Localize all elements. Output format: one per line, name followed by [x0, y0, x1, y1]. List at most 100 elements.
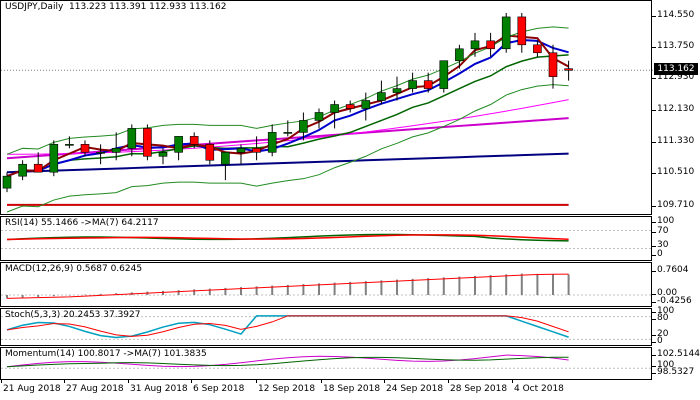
candle-body [470, 40, 480, 50]
macd-signal-line [6, 273, 569, 299]
candle-body [330, 104, 339, 113]
candle-body [65, 144, 74, 146]
date-label: 24 Sep 2018 [383, 379, 444, 394]
price-chart-canvas [1, 12, 653, 213]
price-tick: 112.130 [651, 104, 695, 114]
momentum-canvas [1, 354, 653, 369]
price-tick: 114.550 [651, 10, 695, 20]
candle-body [49, 144, 59, 173]
momentum-pane[interactable]: Momentum(14) 100.8017 ->MA(7) 101.3835 [0, 347, 653, 380]
candle-body [143, 128, 152, 157]
candle-body [455, 48, 464, 62]
rsi-pane[interactable]: RSI(14) 55.1466 ->MA(7) 64.2117 [0, 216, 653, 261]
ma-green-line [6, 54, 569, 177]
candle-body [377, 92, 386, 101]
stoch-tick: 20 [651, 329, 669, 339]
momentum-tick: 100 [651, 360, 675, 370]
price-tick: 109.710 [651, 200, 695, 210]
momentum-title: Momentum(14) 100.8017 ->MA(7) 101.3835 [5, 349, 207, 359]
rsi-tick: 100 [651, 216, 675, 226]
price-tick: 113.750 [651, 41, 695, 51]
stoch-tick: 100 [651, 306, 675, 316]
candle-body [299, 120, 308, 133]
candle-body [517, 16, 527, 46]
date-label: 21 Aug 2018 [1, 379, 61, 394]
candle-body [548, 52, 558, 77]
macd-canvas [1, 273, 653, 299]
price-chart-title: USDJPY,Daily 113.223 113.391 112.933 113… [5, 2, 227, 12]
candle-body [345, 104, 355, 109]
price-axis: 114.550 113.750 112.930 112.130 111.330 … [651, 0, 700, 215]
candle-body [189, 136, 199, 145]
candle-body [267, 132, 277, 153]
candle-body [96, 151, 105, 154]
candle-body [80, 144, 90, 153]
price-chart-pane[interactable]: USDJPY,Daily 113.223 113.391 112.933 113… [0, 0, 653, 215]
rsi-tick: 30 [651, 240, 669, 250]
timeframe-label: Daily [40, 2, 64, 12]
stoch-tick: 80 [651, 313, 669, 323]
date-label: 4 Oct 2018 [512, 379, 564, 394]
macd-axis: 0.7604 0.00 -0.4256 [651, 262, 700, 307]
macd-tick: 0.00 [651, 288, 678, 298]
stoch-d-line [6, 315, 569, 337]
candle-body [533, 44, 542, 54]
current-price-label: 113.162 [654, 63, 698, 75]
candle-body [486, 40, 495, 50]
stoch-pane[interactable]: Stoch(5,3,3) 20.2453 37.3927 [0, 308, 653, 346]
stoch-canvas [1, 315, 653, 340]
ma-slow-navy-line [6, 152, 569, 174]
rsi-line [6, 233, 569, 242]
candle-body [158, 151, 168, 157]
momentum-line [6, 354, 569, 368]
candle-body [361, 100, 371, 109]
rsi-tick: 0 [652, 249, 663, 259]
price-tick: 111.330 [651, 136, 695, 146]
candle-body [314, 112, 324, 121]
date-label: 6 Sep 2018 [190, 379, 245, 394]
date-label: 31 Aug 2018 [128, 379, 188, 394]
momentum-tick: 98.5327 [651, 367, 695, 377]
stoch-title: Stoch(5,3,3) 20.2453 37.3927 [5, 310, 141, 320]
date-label: 12 Sep 2018 [255, 379, 316, 394]
candle-body [127, 128, 137, 149]
date-label: 28 Sep 2018 [447, 379, 508, 394]
candle-body [252, 148, 261, 153]
date-label: 18 Sep 2018 [320, 379, 381, 394]
macd-tick: -0.4256 [652, 296, 692, 306]
candle-body [205, 144, 215, 161]
candle-body [423, 80, 433, 89]
candle-body [33, 163, 43, 173]
momentum-tick: 102.5144 [652, 349, 700, 359]
price-tick: 112.930 [651, 72, 695, 82]
candle-body [564, 68, 573, 71]
candle-body [283, 132, 293, 134]
candle-body [18, 163, 27, 177]
candle-body [221, 151, 230, 165]
bollinger-lower-line [6, 84, 569, 213]
rsi-axis: 100 70 30 0 [651, 216, 700, 261]
candle-body [408, 80, 417, 89]
macd-title: MACD(12,26,9) 0.5687 0.6245 [5, 264, 143, 274]
candle-body [174, 136, 183, 153]
candle-body [392, 88, 402, 93]
macd-pane[interactable]: MACD(12,26,9) 0.5687 0.6245 [0, 262, 653, 307]
macd-tick: 0.7604 [652, 265, 689, 275]
rsi-title: RSI(14) 55.1466 ->MA(7) 64.2117 [5, 218, 159, 228]
momentum-ma-line [6, 356, 569, 368]
momentum-axis: 102.5144 100 98.5327 [651, 347, 700, 380]
stoch-axis: 100 80 20 0 [651, 306, 700, 346]
rsi-canvas [1, 230, 653, 249]
stoch-tick: 0 [652, 336, 663, 346]
symbol-label: USDJPY [5, 2, 38, 12]
candle-body [439, 60, 449, 89]
date-label: 27 Aug 2018 [64, 379, 124, 394]
candle-body [111, 148, 121, 153]
price-tick: 110.510 [651, 167, 695, 177]
ohlc-readout: 113.223 113.391 112.933 113.162 [69, 2, 227, 12]
candle-body [501, 16, 511, 50]
candle-body [2, 175, 12, 189]
rsi-ma-line [6, 234, 569, 241]
candle-body [236, 148, 246, 153]
rsi-tick: 70 [651, 226, 669, 236]
